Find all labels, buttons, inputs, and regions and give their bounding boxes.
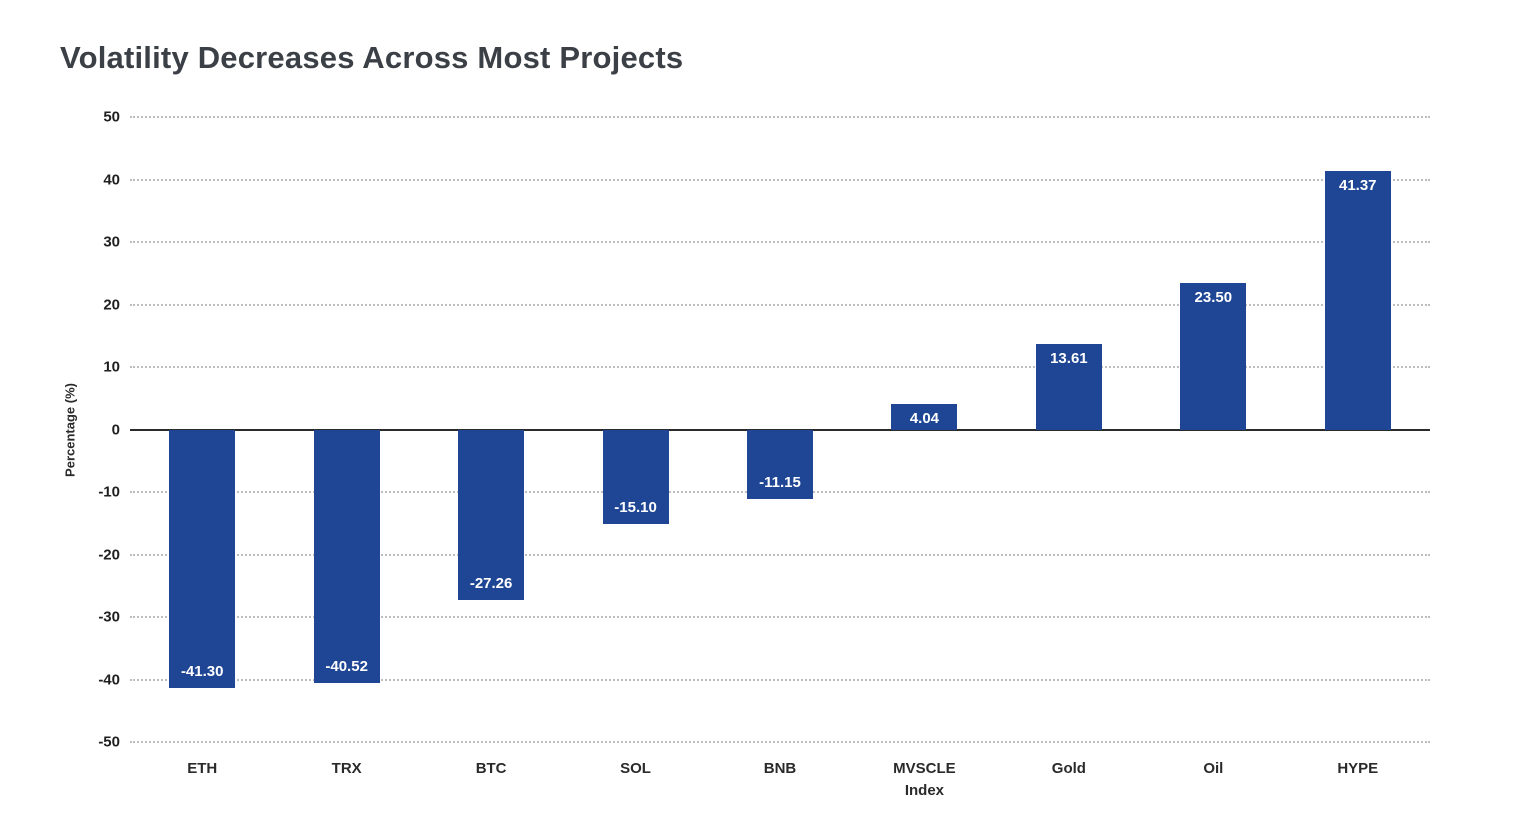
gridline xyxy=(130,678,1430,681)
x-tick-label: MVSCLE Index xyxy=(893,760,956,799)
bar-value-label: 23.50 xyxy=(1194,288,1233,306)
x-tick-label: ETH xyxy=(187,760,218,777)
gridline xyxy=(130,553,1430,556)
y-tick-label: 0 xyxy=(111,421,120,438)
bar-gold: 13.61 xyxy=(1035,344,1102,430)
gridline xyxy=(130,178,1430,181)
bar-bnb: -11.15 xyxy=(747,429,813,500)
gridline xyxy=(130,116,1430,118)
bar-value-label: -11.15 xyxy=(759,474,801,492)
x-tick-label: BTC xyxy=(475,760,507,777)
y-tick-label: -10 xyxy=(98,483,120,501)
x-tick-label: TRX xyxy=(331,760,362,777)
bar-btc: -27.26 xyxy=(458,429,525,600)
bar-value-label: -15.10 xyxy=(614,498,657,516)
y-tick-label: -40 xyxy=(98,671,120,688)
y-tick-label: -20 xyxy=(98,546,120,563)
x-tick-label: SOL xyxy=(620,760,651,777)
gridline xyxy=(130,303,1430,306)
x-tick-label: Gold xyxy=(1051,760,1086,777)
bar-sol: -15.10 xyxy=(602,429,669,524)
bar-value-label: -27.26 xyxy=(469,574,513,592)
bar-value-label: 4.04 xyxy=(909,410,940,428)
x-tick-label: Oil xyxy=(1203,760,1224,777)
bar-eth: -41.30 xyxy=(169,429,236,688)
gridline xyxy=(130,616,1430,618)
y-tick-label: -50 xyxy=(98,733,120,751)
y-tick-label: 30 xyxy=(103,233,120,251)
bar-trx: -40.52 xyxy=(313,429,380,683)
y-tick-label: 10 xyxy=(103,358,120,376)
y-tick-label: -30 xyxy=(98,608,120,626)
gridline xyxy=(130,241,1430,243)
x-tick-label: HYPE xyxy=(1337,760,1379,777)
bar-value-label: -40.52 xyxy=(325,657,368,675)
bar-value-label: -41.30 xyxy=(180,662,224,680)
y-tick-label: 20 xyxy=(103,296,120,313)
gridline xyxy=(130,741,1430,743)
bar-oil: 23.50 xyxy=(1180,282,1247,430)
bar-hype: 41.37 xyxy=(1324,170,1391,430)
y-tick-label: 40 xyxy=(103,171,120,188)
gridline xyxy=(130,366,1430,368)
y-tick-label: 50 xyxy=(103,108,120,126)
x-tick-label: BNB xyxy=(763,760,797,777)
chart-title: Volatility Decreases Across Most Project… xyxy=(60,40,684,75)
bar-mvscle-index: 4.04 xyxy=(891,404,958,430)
bar-value-label: 41.37 xyxy=(1338,176,1377,194)
bar-value-label: 13.61 xyxy=(1050,350,1088,368)
